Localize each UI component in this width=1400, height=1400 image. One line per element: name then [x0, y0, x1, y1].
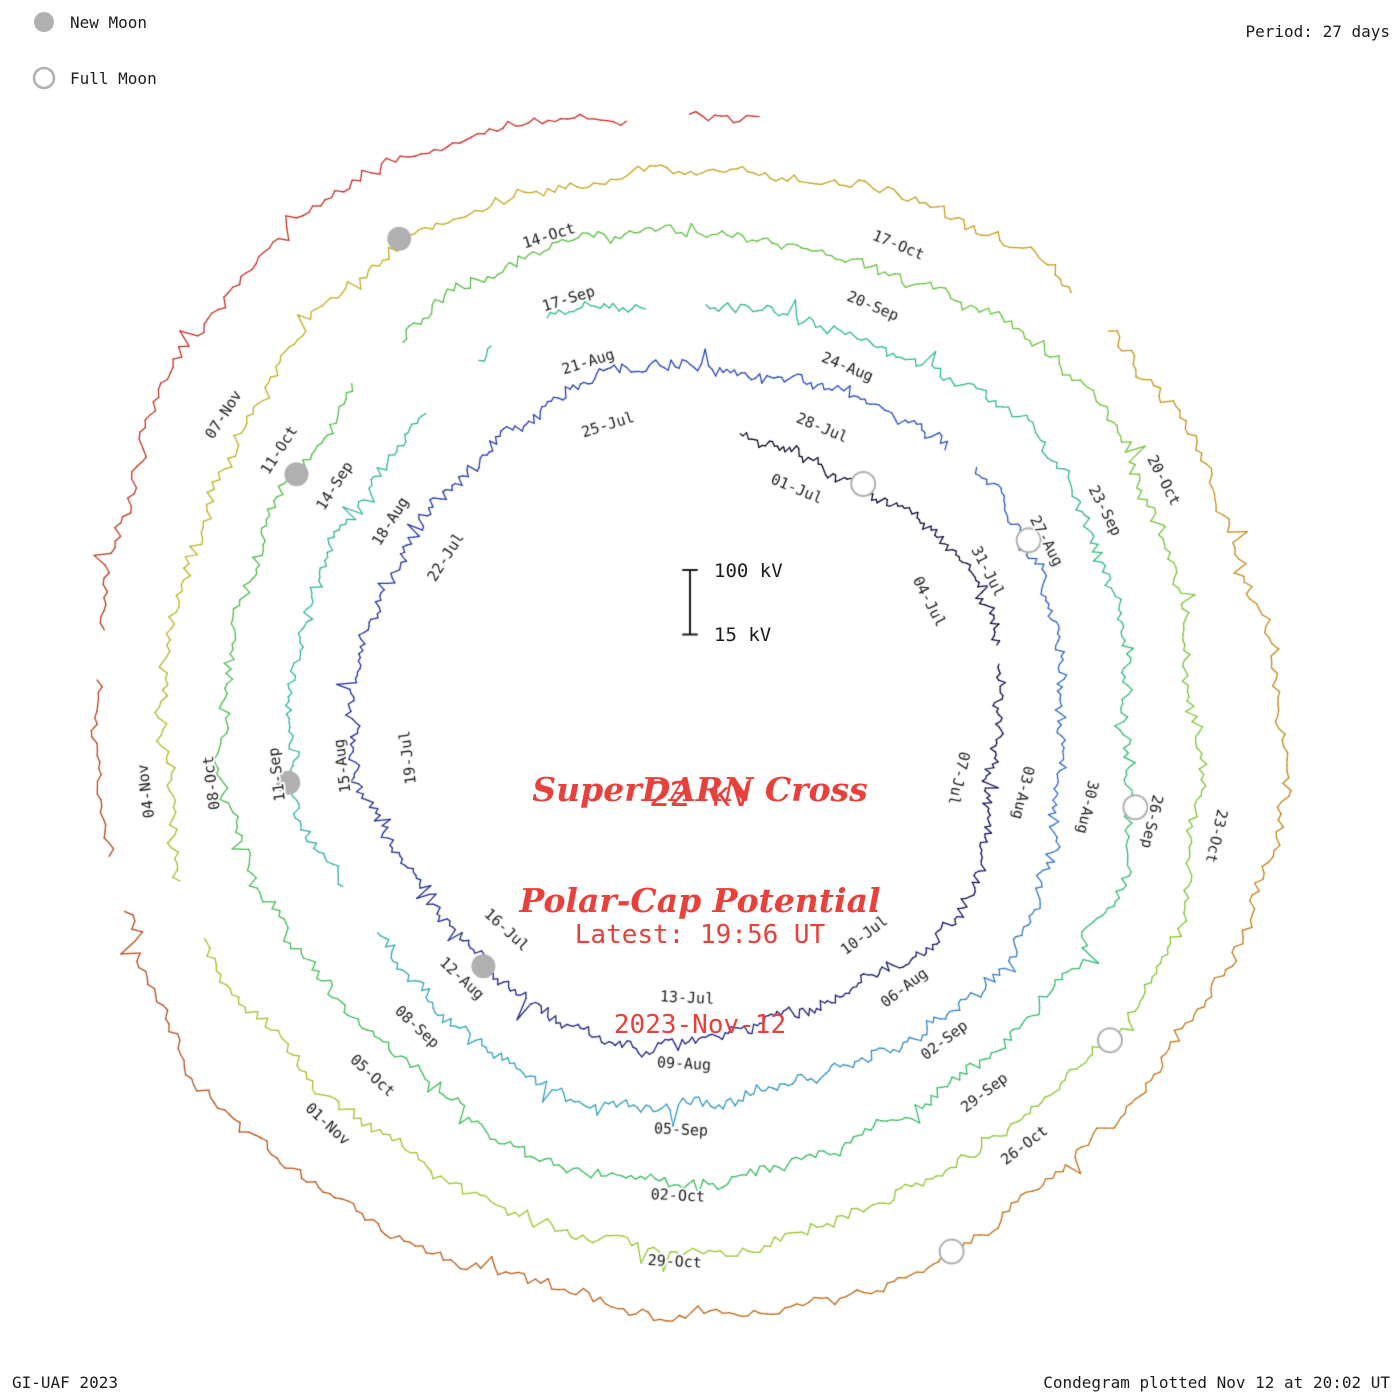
chart-title-line1: SuperDARN Cross	[532, 770, 868, 809]
latest-date: 2023-Nov-12	[613, 1010, 787, 1040]
chart-title: SuperDARN Cross Polar-Cap Potential	[0, 697, 1400, 993]
full-moon-label: Full Moon	[70, 68, 157, 88]
current-potential-value: 22 kV	[648, 775, 752, 815]
scale-max-label: 100 kV	[714, 560, 783, 582]
full-moon-icon	[32, 66, 56, 90]
plotted-timestamp: Condegram plotted Nov 12 at 20:02 UT	[1043, 1373, 1390, 1392]
chart-title-line2: Polar-Cap Potential	[519, 881, 881, 920]
legend-full-moon: Full Moon	[30, 64, 157, 92]
latest-time: Latest: 19:56 UT	[574, 920, 826, 950]
latest-update-block: Latest: 19:56 UT 2023-Nov-12	[0, 860, 1400, 1100]
new-moon-icon	[34, 12, 54, 32]
period-label: Period: 27 days	[1245, 22, 1391, 41]
legend-new-moon: New Moon	[30, 8, 147, 36]
scale-min-label: 15 kV	[714, 624, 772, 646]
credit-label: GI-UAF 2023	[12, 1373, 118, 1392]
new-moon-label: New Moon	[70, 12, 148, 32]
